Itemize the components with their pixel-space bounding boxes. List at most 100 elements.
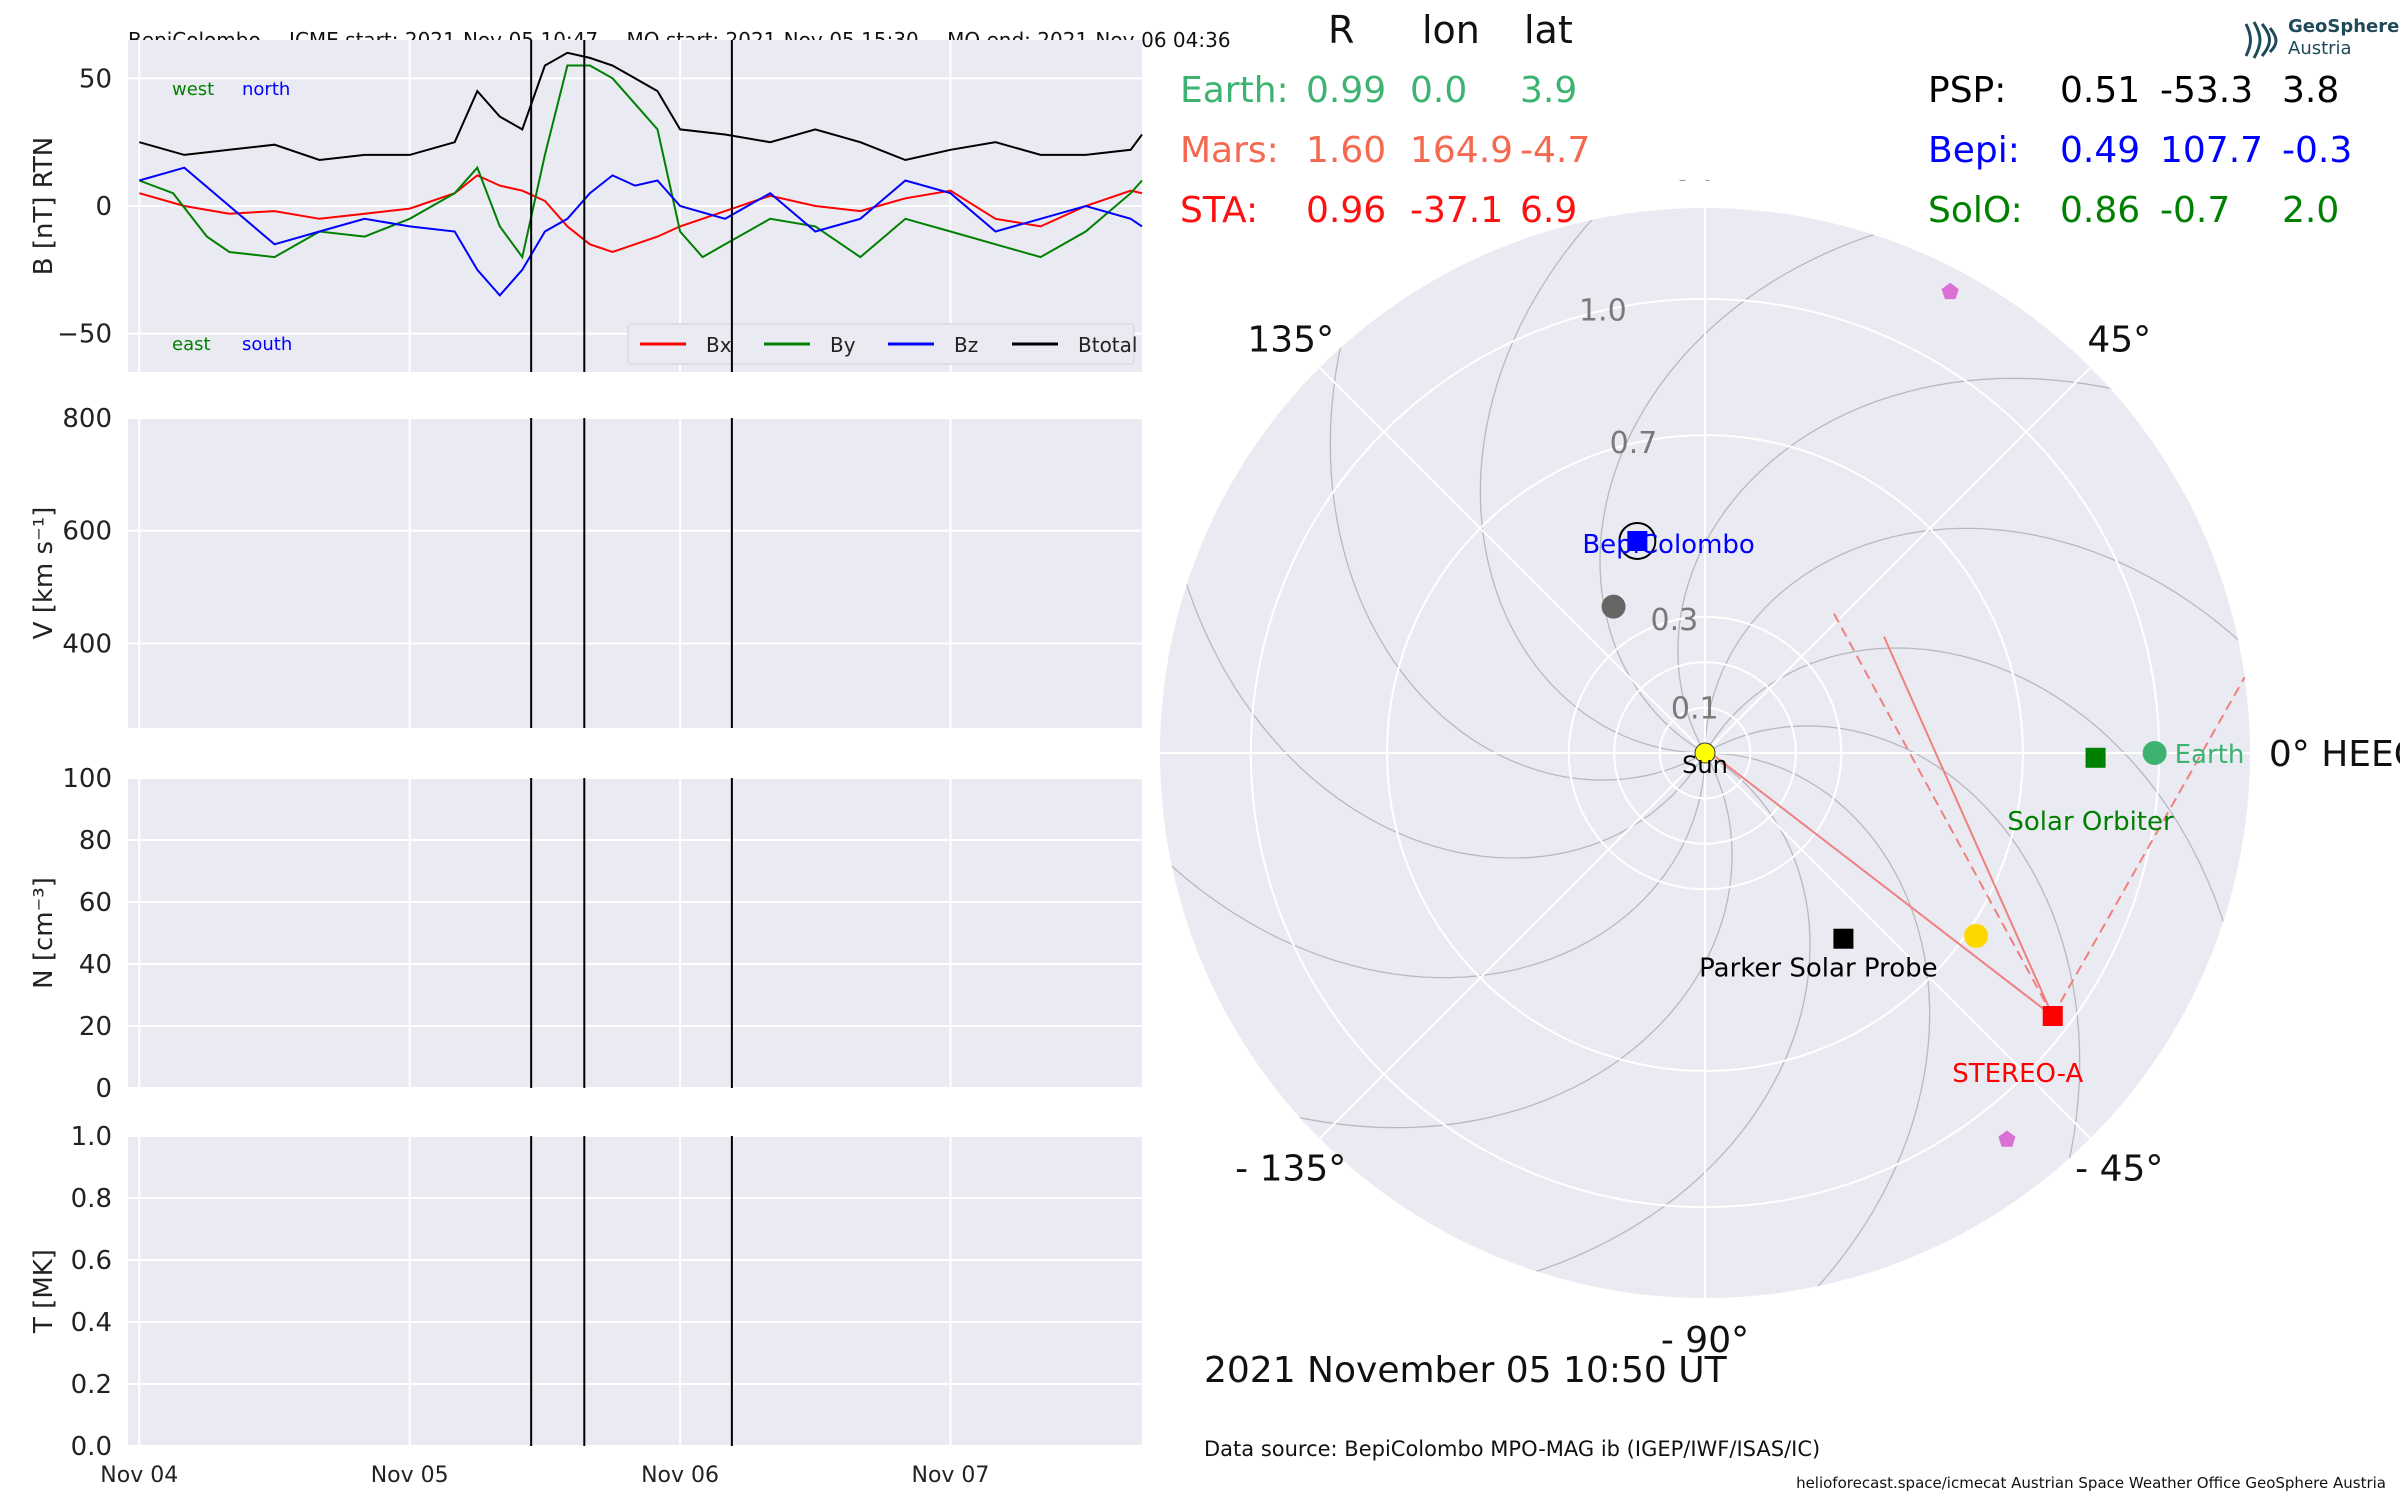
timestamp: 2021 November 05 10:50 UT [1204, 1350, 1727, 1391]
col-header-lat: lat [1524, 8, 1573, 52]
radial-tick-0.3: 0.3 [1650, 603, 1698, 638]
logo-line2: Austria [2288, 38, 2352, 59]
sun-marker [1694, 742, 1716, 764]
panel-2-ytick: 20 [79, 1012, 112, 1042]
angular-grid [1318, 366, 1706, 754]
panel-2-ytick: 60 [79, 888, 112, 918]
sta-fov-line [1699, 744, 2054, 1017]
series-line-Btotal [139, 51, 1143, 162]
panel-1-ylabel: V [km s⁻¹] [29, 507, 59, 640]
annotation-north: north [242, 79, 290, 100]
position-name-5: SolO: [1928, 190, 2023, 231]
position-lat-1: -4.7 [1520, 130, 1591, 171]
xtick-0: Nov 04 [100, 1463, 178, 1488]
position-name-1: Mars: [1180, 130, 1279, 171]
polar-position-plot: 0.10.30.71.00° HEEQ45°90°135°+/- 180°- 1… [1160, 180, 2400, 1361]
legend-label-Btotal: Btotal [1078, 333, 1137, 357]
logo-line1: GeoSphere [2288, 16, 2400, 37]
col-header-r: R [1328, 8, 1355, 52]
position-name-3: PSP: [1928, 70, 2007, 111]
col-header-lon: lon [1422, 8, 1480, 52]
series-line-Bz [139, 166, 1143, 297]
panel-0-ytick: 0 [95, 192, 112, 222]
position-lon-3: -53.3 [2160, 70, 2254, 111]
position-r-5: 0.86 [2060, 190, 2141, 231]
angle-label-225: - 135° [1235, 1148, 1346, 1189]
panel-0-ytick: 50 [79, 64, 112, 94]
time-series-panels: 50 0 −50 B [nT] RTN west north east south Bx By Bz… [29, 40, 1143, 1488]
xtick-1: Nov 05 [371, 1463, 449, 1488]
radial-tick-1.0: 1.0 [1579, 293, 1627, 328]
panel-1-ytick: 800 [62, 404, 112, 434]
sta-fov-line [1883, 636, 2054, 1017]
position-lon-1: 164.9 [1410, 130, 1514, 171]
position-name-0: Earth: [1180, 70, 1289, 111]
marker-9-marker [1998, 1130, 2016, 1147]
marker-7-marker [1601, 594, 1626, 619]
angle-label-0: 0° HEEQ [2269, 734, 2400, 775]
panel-3-background [128, 1136, 1142, 1446]
panel-2-ytick: 100 [62, 764, 112, 794]
parker-solar-probe-marker [1833, 928, 1854, 949]
annotation-east: east [172, 334, 211, 355]
position-lat-3: 3.8 [2282, 70, 2340, 111]
angular-grid [1704, 752, 2092, 1140]
panel-3-ytick: 0.6 [71, 1246, 112, 1276]
bepicolombo-ring [1618, 521, 1657, 560]
angle-label-315: - 45° [2075, 1148, 2163, 1189]
earth-label: Earth [2175, 740, 2245, 770]
radial-tick-0.7: 0.7 [1610, 426, 1658, 461]
position-r-3: 0.51 [2060, 70, 2141, 111]
angle-label-45: 45° [2087, 320, 2151, 361]
panel-0-ytick: −50 [57, 320, 112, 350]
position-lon-0: 0.0 [1410, 70, 1468, 111]
position-name-2: STA: [1180, 190, 1259, 231]
panel-1-ytick: 600 [62, 517, 112, 547]
position-r-4: 0.49 [2060, 130, 2141, 171]
panel-3-ytick: 0.8 [71, 1184, 112, 1214]
panel-2-ylabel: N [cm⁻³] [29, 877, 59, 989]
angle-label-135: 135° [1247, 320, 1334, 361]
geosphere-logo: GeoSphere Austria [2238, 14, 2399, 66]
angle-label-90: 90° [1673, 180, 1737, 189]
solar-orbiter-marker [2085, 747, 2106, 768]
annotation-west: west [172, 79, 214, 100]
radial-tick-0.1: 0.1 [1671, 692, 1719, 727]
legend-label-By: By [830, 333, 856, 357]
angular-grid [1318, 752, 1706, 1140]
sta-fov-dashed [1831, 610, 2054, 1017]
position-r-0: 0.99 [1306, 70, 1387, 111]
xtick-2: Nov 06 [641, 1463, 719, 1488]
panel-2-background [128, 778, 1142, 1088]
position-lon-2: -37.1 [1410, 190, 1504, 231]
earth-marker [2142, 741, 2167, 765]
position-r-2: 0.96 [1306, 190, 1387, 231]
panel-3-ytick: 1.0 [71, 1122, 112, 1152]
marker-8-marker [1941, 282, 1959, 300]
data-source: Data source: BepiColombo MPO-MAG ib (IGE… [1204, 1437, 1821, 1461]
credit-line: helioforecast.space/icmecat Austrian Spa… [1796, 1474, 2386, 1492]
panel-2-ytick: 80 [79, 826, 112, 856]
position-lat-5: 2.0 [2282, 190, 2340, 231]
position-name-4: Bepi: [1928, 130, 2020, 171]
panel-3-ytick: 0.4 [71, 1308, 112, 1338]
sta-fov-dashed [2051, 676, 2246, 1017]
angular-grid [1704, 366, 2092, 754]
position-lon-5: -0.7 [2160, 190, 2231, 231]
angle-label-270: - 90° [1661, 1320, 1749, 1361]
position-lat-0: 3.9 [1520, 70, 1578, 111]
panel-1-background [128, 418, 1142, 728]
marker-6-marker [1964, 923, 1989, 948]
panel-2-ytick: 40 [79, 950, 112, 980]
position-lat-2: 6.9 [1520, 190, 1578, 231]
annotation-south: south [242, 334, 292, 355]
series-line-Bx [139, 174, 1143, 254]
panel-2-ytick: 0 [95, 1074, 112, 1104]
position-lon-4: 107.7 [2160, 130, 2264, 171]
legend-label-Bx: Bx [706, 333, 732, 357]
parker-solar-probe-label: Parker Solar Probe [1699, 954, 1937, 984]
panel-3-ylabel: T [MK] [29, 1249, 59, 1334]
panel-3-ytick: 0.2 [71, 1370, 112, 1400]
bepicolombo-label: BepiColombo [1582, 530, 1755, 560]
